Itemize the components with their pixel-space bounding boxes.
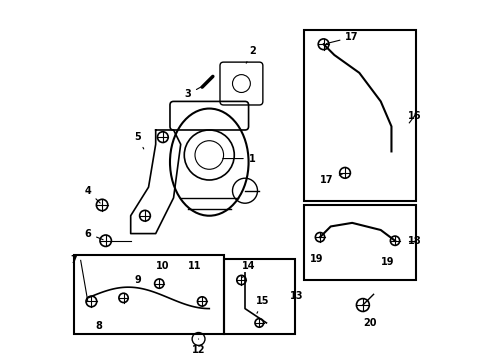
Text: 14: 14 xyxy=(242,261,255,278)
Text: 15: 15 xyxy=(256,296,270,313)
Text: 17: 17 xyxy=(320,174,343,185)
Text: 19: 19 xyxy=(381,257,394,267)
Text: 7: 7 xyxy=(70,255,77,265)
Text: 13: 13 xyxy=(290,291,303,301)
Text: 6: 6 xyxy=(84,229,103,240)
Text: 12: 12 xyxy=(192,339,205,355)
Text: 4: 4 xyxy=(84,186,100,203)
Text: 16: 16 xyxy=(408,111,421,121)
Text: 2: 2 xyxy=(246,46,255,63)
Text: 11: 11 xyxy=(188,261,202,271)
Text: 18: 18 xyxy=(408,236,421,246)
Text: 1: 1 xyxy=(223,154,255,163)
Text: 8: 8 xyxy=(95,321,102,332)
Text: 3: 3 xyxy=(184,87,201,99)
Text: 10: 10 xyxy=(156,261,170,271)
Text: 20: 20 xyxy=(363,318,377,328)
Text: 9: 9 xyxy=(134,275,141,285)
Text: 19: 19 xyxy=(310,253,323,264)
Text: 5: 5 xyxy=(134,132,144,149)
Text: 17: 17 xyxy=(326,32,359,44)
